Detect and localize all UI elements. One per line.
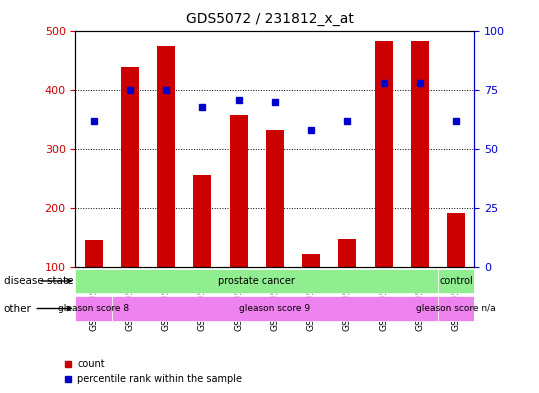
Bar (375, 41, 393, 267)
FancyBboxPatch shape (75, 268, 438, 293)
FancyBboxPatch shape (112, 296, 438, 321)
Bar (194, 174, 211, 267)
Legend: count, percentile rank within the sample: count, percentile rank within the sample (59, 356, 246, 388)
Bar (266, 130, 284, 267)
Text: control: control (439, 276, 473, 286)
Text: GDS5072 / 231812_x_at: GDS5072 / 231812_x_at (185, 12, 354, 26)
Bar (302, 254, 320, 267)
Text: gleason score n/a: gleason score n/a (417, 304, 496, 313)
Text: prostate cancer: prostate cancer (218, 276, 295, 286)
Bar (447, 213, 465, 267)
Bar (121, 67, 139, 267)
Bar (338, 239, 356, 267)
FancyBboxPatch shape (75, 296, 112, 321)
Bar (157, 46, 175, 267)
Text: gleason score 9: gleason score 9 (239, 304, 310, 313)
FancyBboxPatch shape (438, 268, 474, 293)
Bar (230, 115, 248, 267)
Text: gleason score 8: gleason score 8 (58, 304, 129, 313)
Text: other: other (4, 303, 71, 314)
Text: disease state: disease state (4, 276, 73, 286)
Bar (411, 41, 429, 267)
Bar (85, 239, 102, 267)
FancyBboxPatch shape (438, 296, 474, 321)
